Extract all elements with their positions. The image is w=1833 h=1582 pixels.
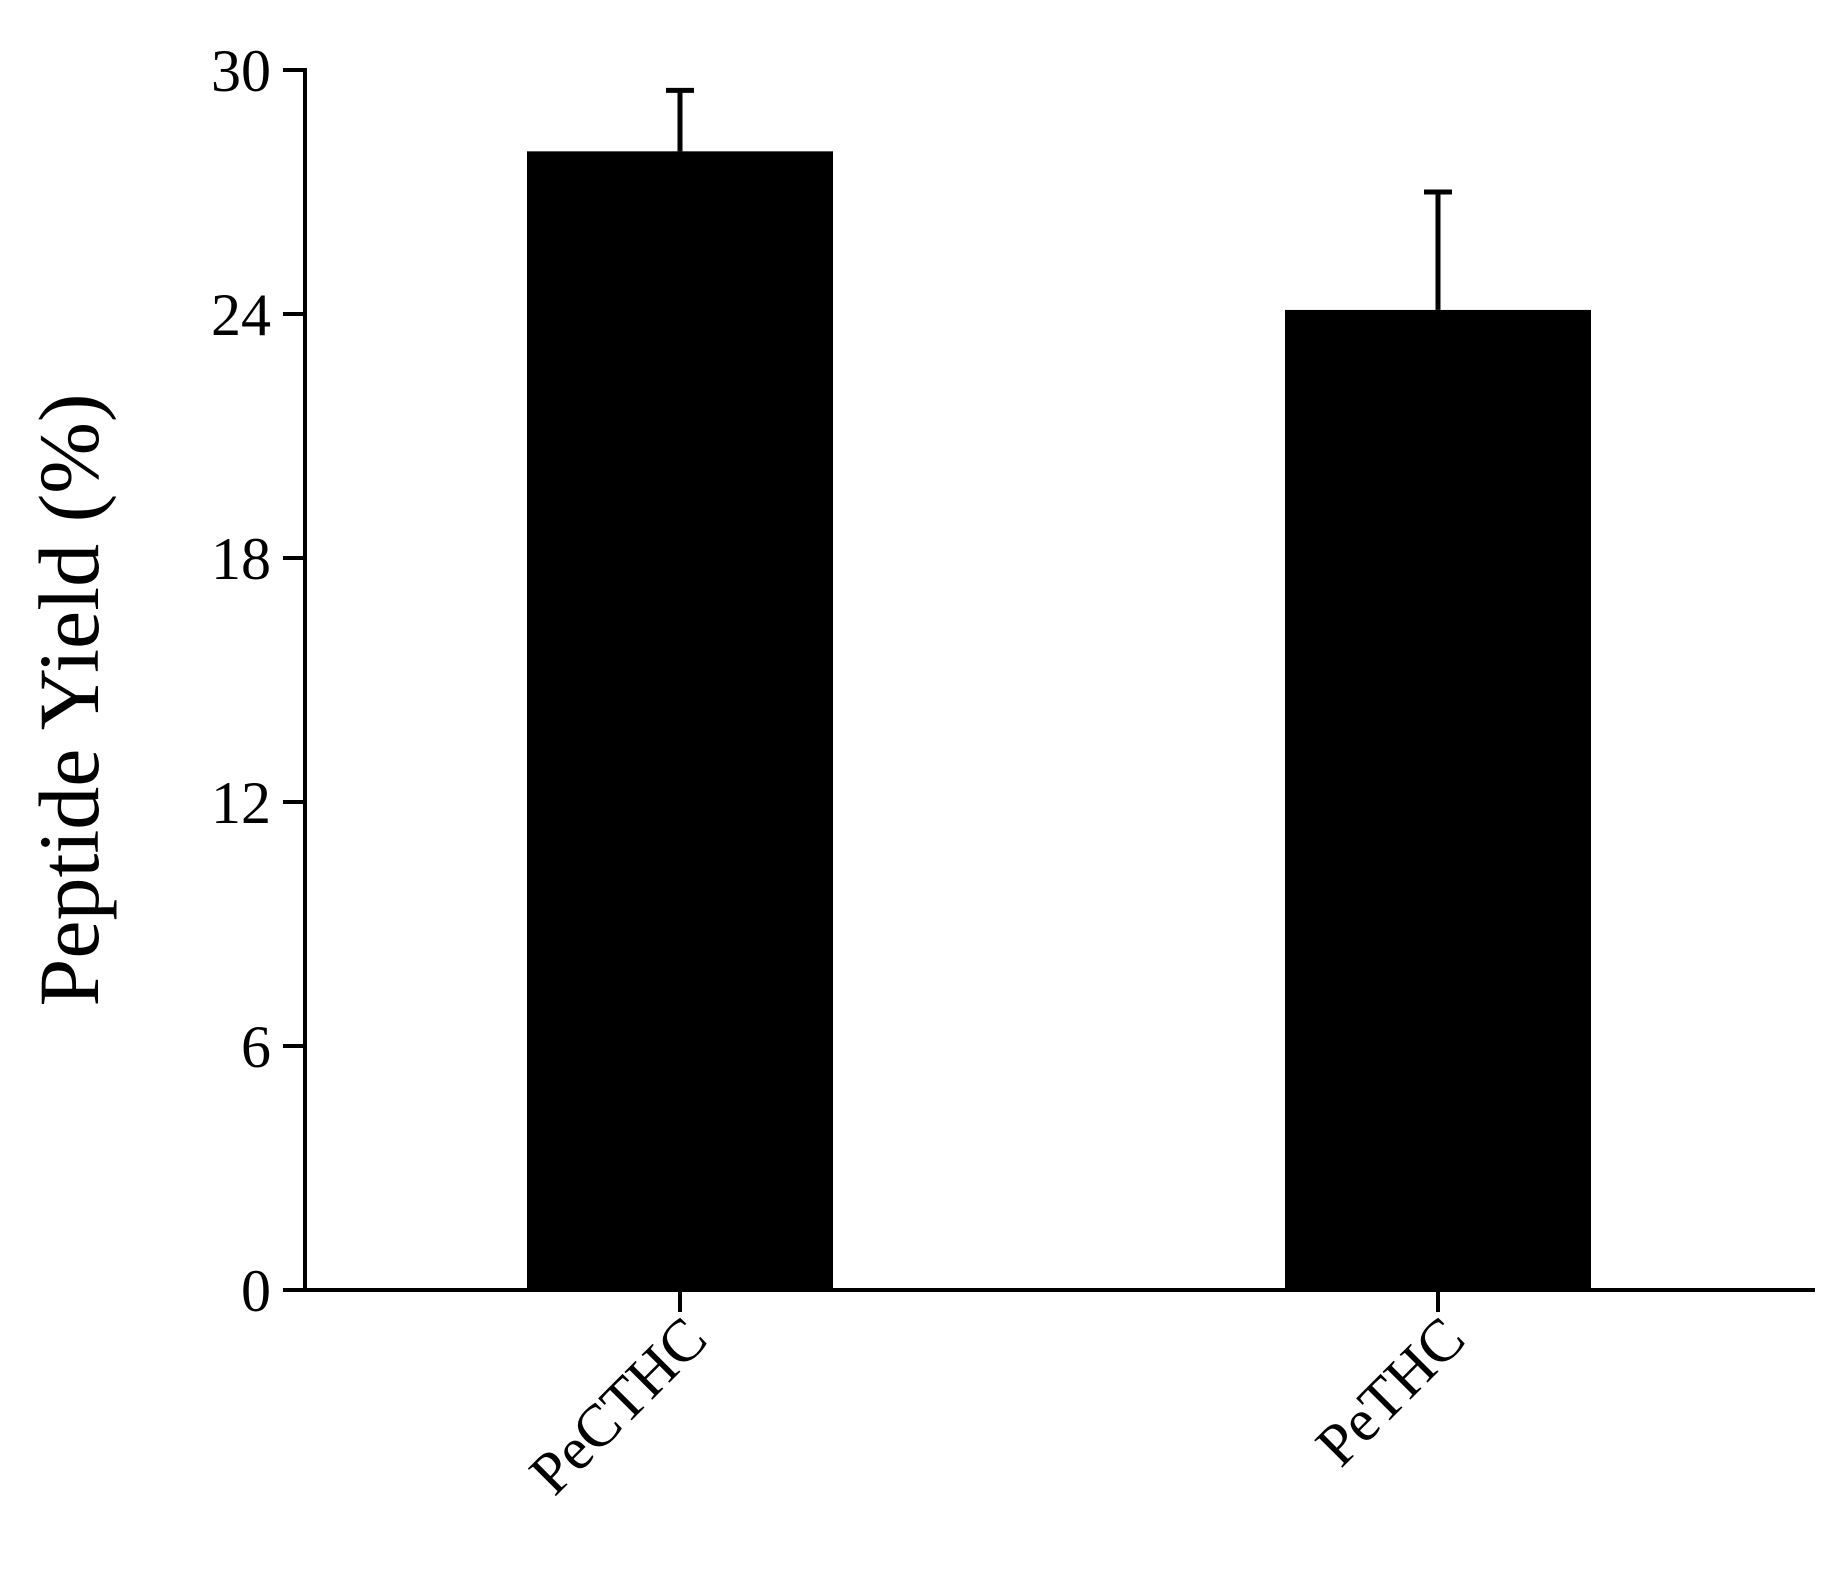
x-axis-ticks: PeCTHC PeTHC <box>517 1290 1477 1507</box>
y-tick-label: 30 <box>211 38 271 104</box>
bar-PeTHC <box>1285 309 1591 1290</box>
error-bar-PeCTHC <box>666 87 694 152</box>
y-tick-label: 0 <box>241 1258 271 1324</box>
bar-PeCTHC <box>527 151 833 1290</box>
y-axis-title: Peptide Yield (%) <box>21 393 117 1006</box>
y-tick-label: 24 <box>211 282 271 348</box>
x-category-label: PeCTHC <box>517 1305 719 1507</box>
x-category-label: PeTHC <box>1303 1305 1477 1479</box>
y-axis-ticks: 0 6 12 18 24 30 <box>211 38 305 1324</box>
y-tick-label: 18 <box>211 526 271 592</box>
y-tick-label: 6 <box>241 1014 271 1080</box>
error-bars-group <box>666 87 1452 310</box>
error-bar-PeTHC <box>1424 189 1452 310</box>
y-tick-label: 12 <box>211 770 271 836</box>
bars-group <box>527 151 1591 1290</box>
